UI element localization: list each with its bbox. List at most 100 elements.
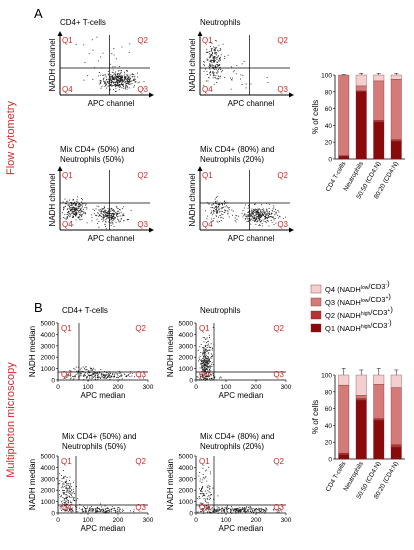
mp-y-tick-label: 4000: [179, 465, 194, 472]
cell-point: [209, 367, 211, 369]
cell-point: [203, 377, 205, 379]
flow-event-point: [259, 224, 261, 226]
flow-event-point: [75, 205, 77, 207]
cell-point: [109, 511, 111, 512]
flow-event-point: [255, 209, 257, 211]
flow-event-point: [221, 216, 223, 218]
flow-event-point: [110, 74, 112, 76]
cell-point: [89, 374, 91, 376]
flow-event-point: [261, 223, 263, 225]
flow-event-point: [124, 81, 126, 83]
flow-event-point: [205, 51, 207, 53]
flow-event-point: [255, 223, 257, 225]
flow-event-point: [242, 210, 244, 211]
cell-point: [95, 511, 97, 513]
flow-event-point: [215, 203, 217, 205]
cell-point: [71, 486, 73, 488]
flow-event-point: [100, 82, 101, 84]
flow-event-point: [121, 217, 123, 219]
flow-event-point: [213, 67, 215, 68]
flow-event-point: [130, 77, 132, 79]
cell-point: [227, 511, 229, 513]
flow-event-point: [115, 91, 116, 92]
cell-point: [276, 511, 278, 513]
cell-point: [112, 374, 113, 375]
cell-point: [69, 492, 71, 494]
flow-event-point: [213, 49, 215, 51]
cell-point: [69, 476, 71, 478]
quadrant-label-q1: Q1: [202, 36, 213, 45]
flow-event-point: [267, 216, 269, 218]
bar-segment: [338, 452, 350, 455]
cell-point: [223, 508, 225, 510]
cell-point: [116, 373, 118, 375]
flow-event-point: [106, 215, 108, 216]
cell-point: [77, 366, 79, 368]
flow-event-point: [258, 215, 260, 217]
flow-event-point: [102, 78, 104, 80]
flow-event-point: [72, 208, 73, 210]
cell-point: [212, 487, 214, 489]
flow-event-point: [100, 80, 102, 82]
flow-event-point: [116, 75, 118, 77]
flow-event-point: [256, 211, 258, 213]
flow-event-point: [120, 77, 122, 79]
mp-y-tick-label: 2000: [41, 488, 56, 495]
cell-point: [204, 371, 205, 372]
cell-point: [73, 497, 74, 499]
flow-event-point: [103, 80, 104, 82]
flow-event-point: [224, 209, 225, 211]
flow-event-point: [64, 214, 66, 216]
flow-event-point: [98, 72, 100, 73]
flow-event-point: [101, 216, 102, 217]
cell-point: [207, 502, 209, 504]
flow-event-point: [123, 85, 124, 87]
cell-point: [121, 374, 123, 376]
cell-point: [71, 492, 73, 494]
flow-event-point: [220, 59, 221, 61]
cell-point: [62, 497, 64, 498]
cell-point: [200, 363, 201, 365]
flow-event-point: [87, 75, 89, 77]
flow-event-point: [218, 207, 220, 209]
flow-event-point: [119, 79, 121, 81]
bar-y-tick-label: 20: [325, 440, 333, 447]
cell-point: [245, 512, 247, 513]
flow-event-point: [119, 87, 121, 88]
flow-event-point: [91, 217, 93, 218]
cell-point: [250, 506, 251, 508]
flow-event-point: [75, 208, 77, 210]
cell-point: [201, 493, 203, 494]
cell-point: [200, 359, 202, 361]
flow-event-point: [116, 215, 117, 217]
cell-point: [250, 511, 251, 512]
flow-event-point: [222, 207, 224, 209]
cell-point: [242, 509, 244, 510]
flow-event-point: [255, 208, 257, 210]
flow-event-point: [254, 209, 255, 211]
flow-y-axis-label: NADH channel: [188, 173, 197, 226]
flow-event-point: [114, 84, 116, 86]
cell-point: [85, 376, 87, 378]
flow-event-point: [110, 215, 112, 217]
flow-event-point: [68, 205, 70, 206]
flow-event-point: [258, 213, 260, 214]
cell-point: [97, 511, 99, 512]
cell-point: [90, 510, 92, 512]
cell-point: [265, 508, 267, 510]
legend-superscript: +: [385, 295, 388, 301]
flow-event-point: [122, 81, 124, 83]
flow-event-point: [119, 70, 121, 71]
flow-event-point: [120, 77, 122, 78]
cell-point: [201, 479, 203, 481]
cell-point: [210, 494, 212, 496]
cell-point: [243, 508, 244, 510]
cell-point: [69, 488, 70, 490]
cell-point: [238, 508, 240, 510]
cell-point: [67, 374, 69, 376]
flow-event-point: [67, 215, 69, 217]
flow-event-point: [266, 77, 268, 78]
